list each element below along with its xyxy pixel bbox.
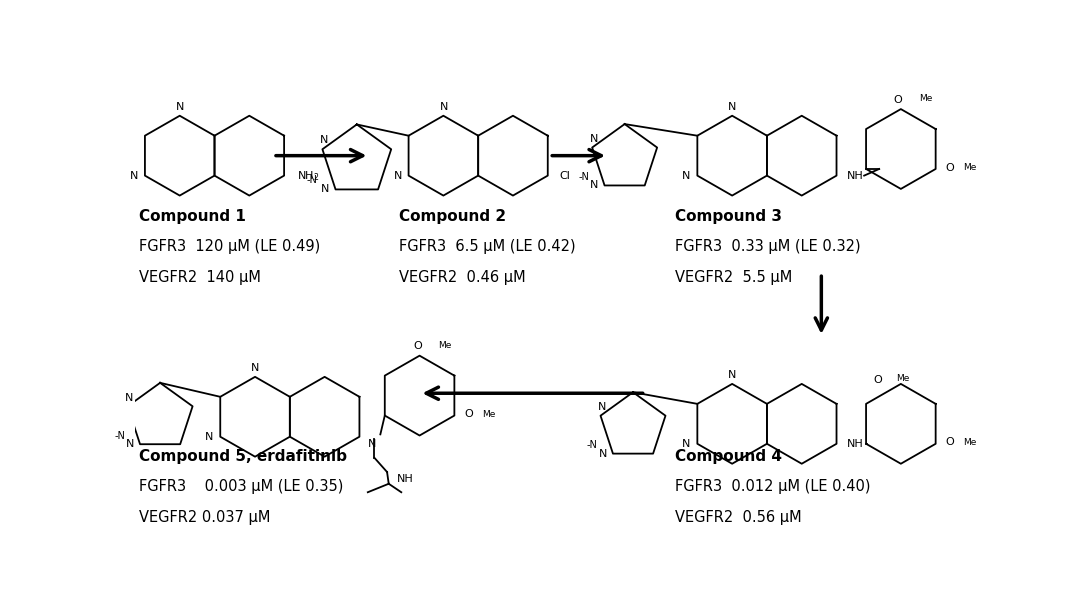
Text: Me: Me bbox=[895, 375, 909, 383]
Text: FGFR3  0.012 μM (LE 0.40): FGFR3 0.012 μM (LE 0.40) bbox=[675, 480, 870, 494]
Text: N: N bbox=[728, 370, 737, 380]
Text: Compound 5, erdafitinib: Compound 5, erdafitinib bbox=[139, 449, 347, 464]
Text: O: O bbox=[946, 163, 955, 172]
Text: -N: -N bbox=[588, 440, 598, 450]
Text: FGFR3    0.003 μM (LE 0.35): FGFR3 0.003 μM (LE 0.35) bbox=[139, 480, 343, 494]
Text: N: N bbox=[320, 136, 328, 145]
Text: NH: NH bbox=[847, 439, 863, 448]
Text: Me: Me bbox=[482, 409, 496, 419]
Text: N: N bbox=[368, 439, 376, 449]
Text: Compound 4: Compound 4 bbox=[675, 449, 782, 464]
Text: NH$_2$: NH$_2$ bbox=[297, 169, 320, 183]
Text: VEGFR2 0.037 μM: VEGFR2 0.037 μM bbox=[139, 510, 271, 525]
Text: N: N bbox=[130, 170, 138, 181]
Text: VEGFR2  0.56 μM: VEGFR2 0.56 μM bbox=[675, 510, 801, 525]
Text: N: N bbox=[393, 170, 402, 181]
Text: N: N bbox=[125, 439, 134, 449]
Text: N: N bbox=[321, 185, 328, 194]
Text: N: N bbox=[683, 170, 690, 181]
Text: N: N bbox=[590, 134, 598, 144]
Text: N: N bbox=[176, 102, 184, 112]
Text: N: N bbox=[125, 393, 134, 403]
Text: N: N bbox=[728, 102, 737, 112]
Text: O: O bbox=[873, 375, 881, 385]
Text: NH: NH bbox=[397, 474, 414, 485]
Text: Me: Me bbox=[963, 438, 976, 447]
Text: -N: -N bbox=[307, 175, 318, 185]
Text: O: O bbox=[464, 409, 473, 419]
Text: FGFR3  6.5 μM (LE 0.42): FGFR3 6.5 μM (LE 0.42) bbox=[399, 240, 576, 254]
Text: O: O bbox=[893, 95, 902, 105]
Text: Compound 1: Compound 1 bbox=[139, 209, 246, 224]
Text: Compound 2: Compound 2 bbox=[399, 209, 505, 224]
Text: Compound 3: Compound 3 bbox=[675, 209, 782, 224]
Text: NH: NH bbox=[847, 170, 863, 181]
Text: VEGFR2  5.5 μM: VEGFR2 5.5 μM bbox=[675, 270, 792, 285]
Text: O: O bbox=[946, 437, 955, 447]
Text: N: N bbox=[251, 363, 259, 373]
Text: N: N bbox=[683, 439, 690, 448]
Text: FGFR3  120 μM (LE 0.49): FGFR3 120 μM (LE 0.49) bbox=[139, 240, 321, 254]
Text: FGFR3  0.33 μM (LE 0.32): FGFR3 0.33 μM (LE 0.32) bbox=[675, 240, 861, 254]
Text: O: O bbox=[414, 342, 422, 351]
Text: N: N bbox=[440, 102, 448, 112]
Text: Me: Me bbox=[919, 94, 933, 103]
Text: Cl: Cl bbox=[559, 170, 570, 181]
Text: -N: -N bbox=[579, 172, 590, 182]
Text: VEGFR2  140 μM: VEGFR2 140 μM bbox=[139, 270, 261, 285]
Text: Me: Me bbox=[963, 163, 976, 172]
Text: N: N bbox=[591, 180, 598, 191]
Text: N: N bbox=[598, 448, 607, 459]
Text: Me: Me bbox=[438, 341, 451, 350]
Text: -N: -N bbox=[114, 431, 125, 441]
Text: N: N bbox=[205, 432, 214, 442]
Text: N: N bbox=[598, 403, 606, 412]
Text: VEGFR2  0.46 μM: VEGFR2 0.46 μM bbox=[399, 270, 525, 285]
